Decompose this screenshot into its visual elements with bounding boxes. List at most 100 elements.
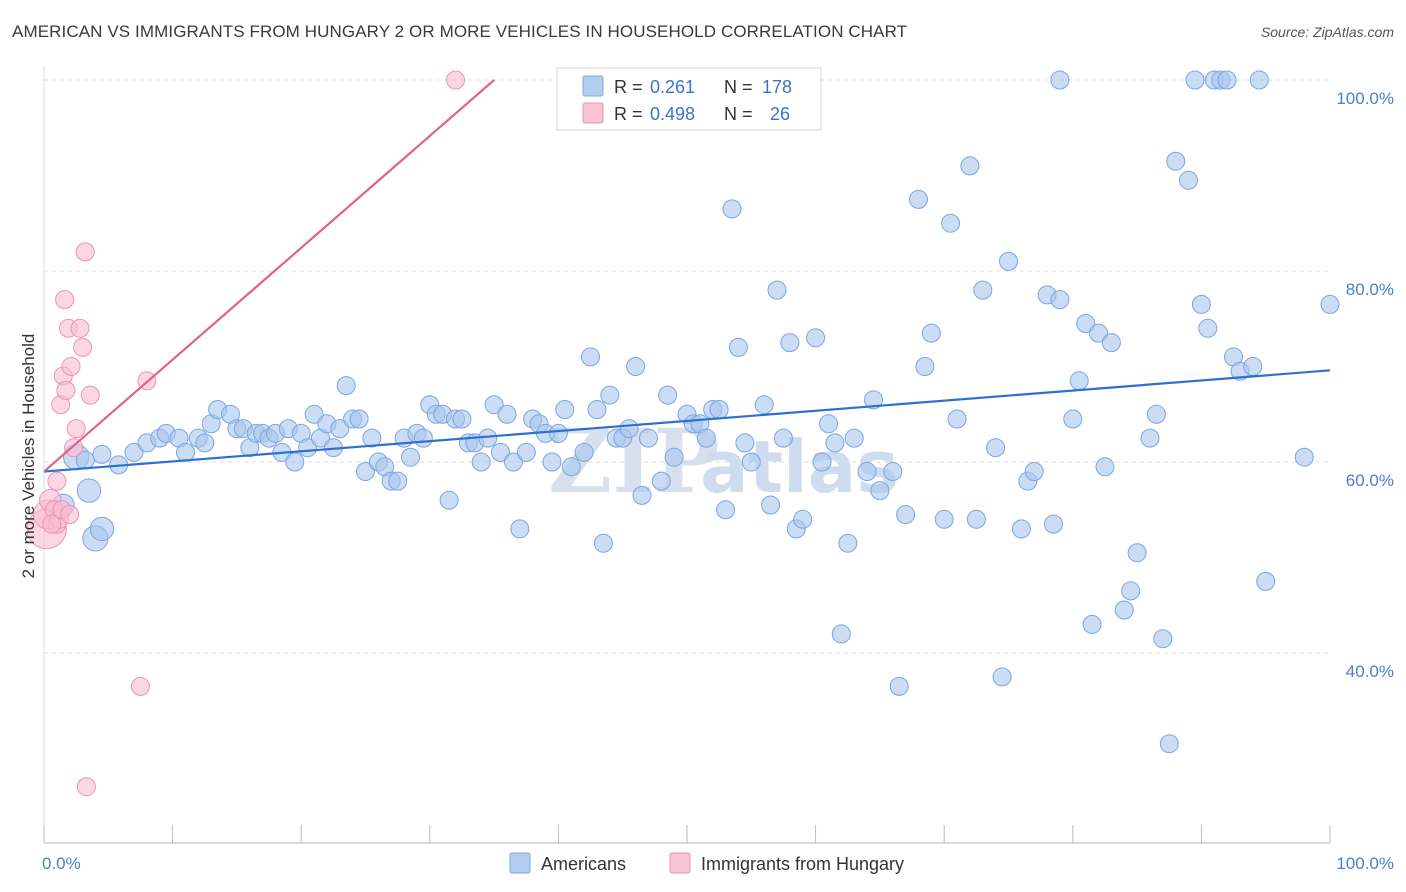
americans-point [1127,543,1147,563]
americans-point [1294,447,1314,467]
legend-hungary-label: Immigrants from Hungary [701,854,904,874]
americans-point [1217,70,1237,90]
americans-point [388,471,408,491]
hungary-point [55,290,75,310]
legend-americans-label: Americans [541,854,626,874]
americans-point [336,376,356,396]
americans-point [793,509,813,529]
americans-point [651,471,671,491]
americans-point [632,485,652,505]
americans-point [896,505,916,524]
hungary-point [56,380,76,400]
americans-point [1063,409,1083,429]
americans-point [330,419,350,439]
americans-point [761,495,781,515]
americans-point [883,462,903,481]
hungary-swatch [582,102,604,124]
americans-point [1159,734,1179,754]
hungary-n-value: 26 [770,104,790,124]
americans-point [947,409,967,429]
americans-n-label: N = [724,77,753,97]
americans-point [658,385,678,405]
americans-point [1082,614,1102,634]
stats-legend: R = 0.261 N = 178 R = 0.498 N = 26 [556,67,822,131]
americans-point [195,433,215,453]
hungary-point [75,242,95,262]
americans-point [439,490,459,510]
americans-point [516,442,536,462]
americans-point [561,457,581,477]
americans-point [587,400,607,419]
americans-point [362,428,382,448]
y-tick-60: 60.0% [1346,471,1394,490]
americans-point [999,251,1018,271]
x-tick-0: 0.0% [42,854,81,873]
y-tick-100: 100.0% [1336,89,1394,108]
americans-point [1249,70,1269,90]
americans-point [510,519,530,539]
legend-hungary-swatch [669,852,691,874]
hungary-point [47,471,67,491]
americans-point [1076,314,1096,333]
americans-point [574,442,594,462]
americans-point [1153,629,1173,649]
americans-point [870,481,890,501]
hungary-r-label: R = [614,104,643,124]
americans-point [716,500,736,520]
americans-point [356,462,375,481]
americans-point [76,478,102,503]
americans-point [825,433,845,453]
americans-point [1198,318,1218,338]
americans-point [973,280,993,300]
americans-point [92,444,112,464]
americans-point [934,509,954,529]
legend-americans-swatch [509,852,531,874]
americans-point [1256,571,1276,591]
americans-point [1166,151,1186,171]
americans-point [909,189,928,209]
hungary-point [42,514,62,534]
americans-point [497,404,517,424]
y-tick-40: 40.0% [1346,662,1394,681]
americans-point [89,516,115,542]
americans-point [542,452,562,472]
americans-point [773,428,793,448]
americans-n-value: 178 [762,77,792,97]
trend-lines [43,79,1331,473]
americans-point [767,280,787,300]
americans-point [503,452,523,472]
americans-point [1044,514,1063,534]
americans-point [709,400,729,419]
americans-point [831,624,851,644]
americans-point [960,156,980,176]
americans-point [1101,333,1121,353]
hungary-point [60,505,80,524]
americans-point [176,442,195,462]
americans-point [401,447,420,467]
americans-point [638,428,658,448]
americans-point [1050,70,1070,90]
hungary-point [73,337,93,357]
hungary-trend-line [43,79,495,473]
americans-point [966,509,986,529]
americans-point [1191,294,1211,314]
americans-point [349,409,369,429]
americans-point [1089,323,1108,343]
americans-point [1024,462,1044,481]
americans-point [1179,170,1198,190]
americans-point [124,442,144,462]
americans-point [819,414,838,434]
hungary-point [76,777,96,797]
americans-point [1320,294,1340,314]
americans-point [696,428,716,448]
americans-point [1140,428,1160,448]
americans-point [600,385,620,405]
americans-points [52,70,1340,754]
americans-point [941,213,961,233]
americans-r-value: 0.261 [650,77,695,97]
americans-point [1243,357,1263,376]
americans-point [857,462,877,481]
americans-point [915,357,935,376]
americans-point [664,447,684,467]
hungary-point [130,676,150,696]
